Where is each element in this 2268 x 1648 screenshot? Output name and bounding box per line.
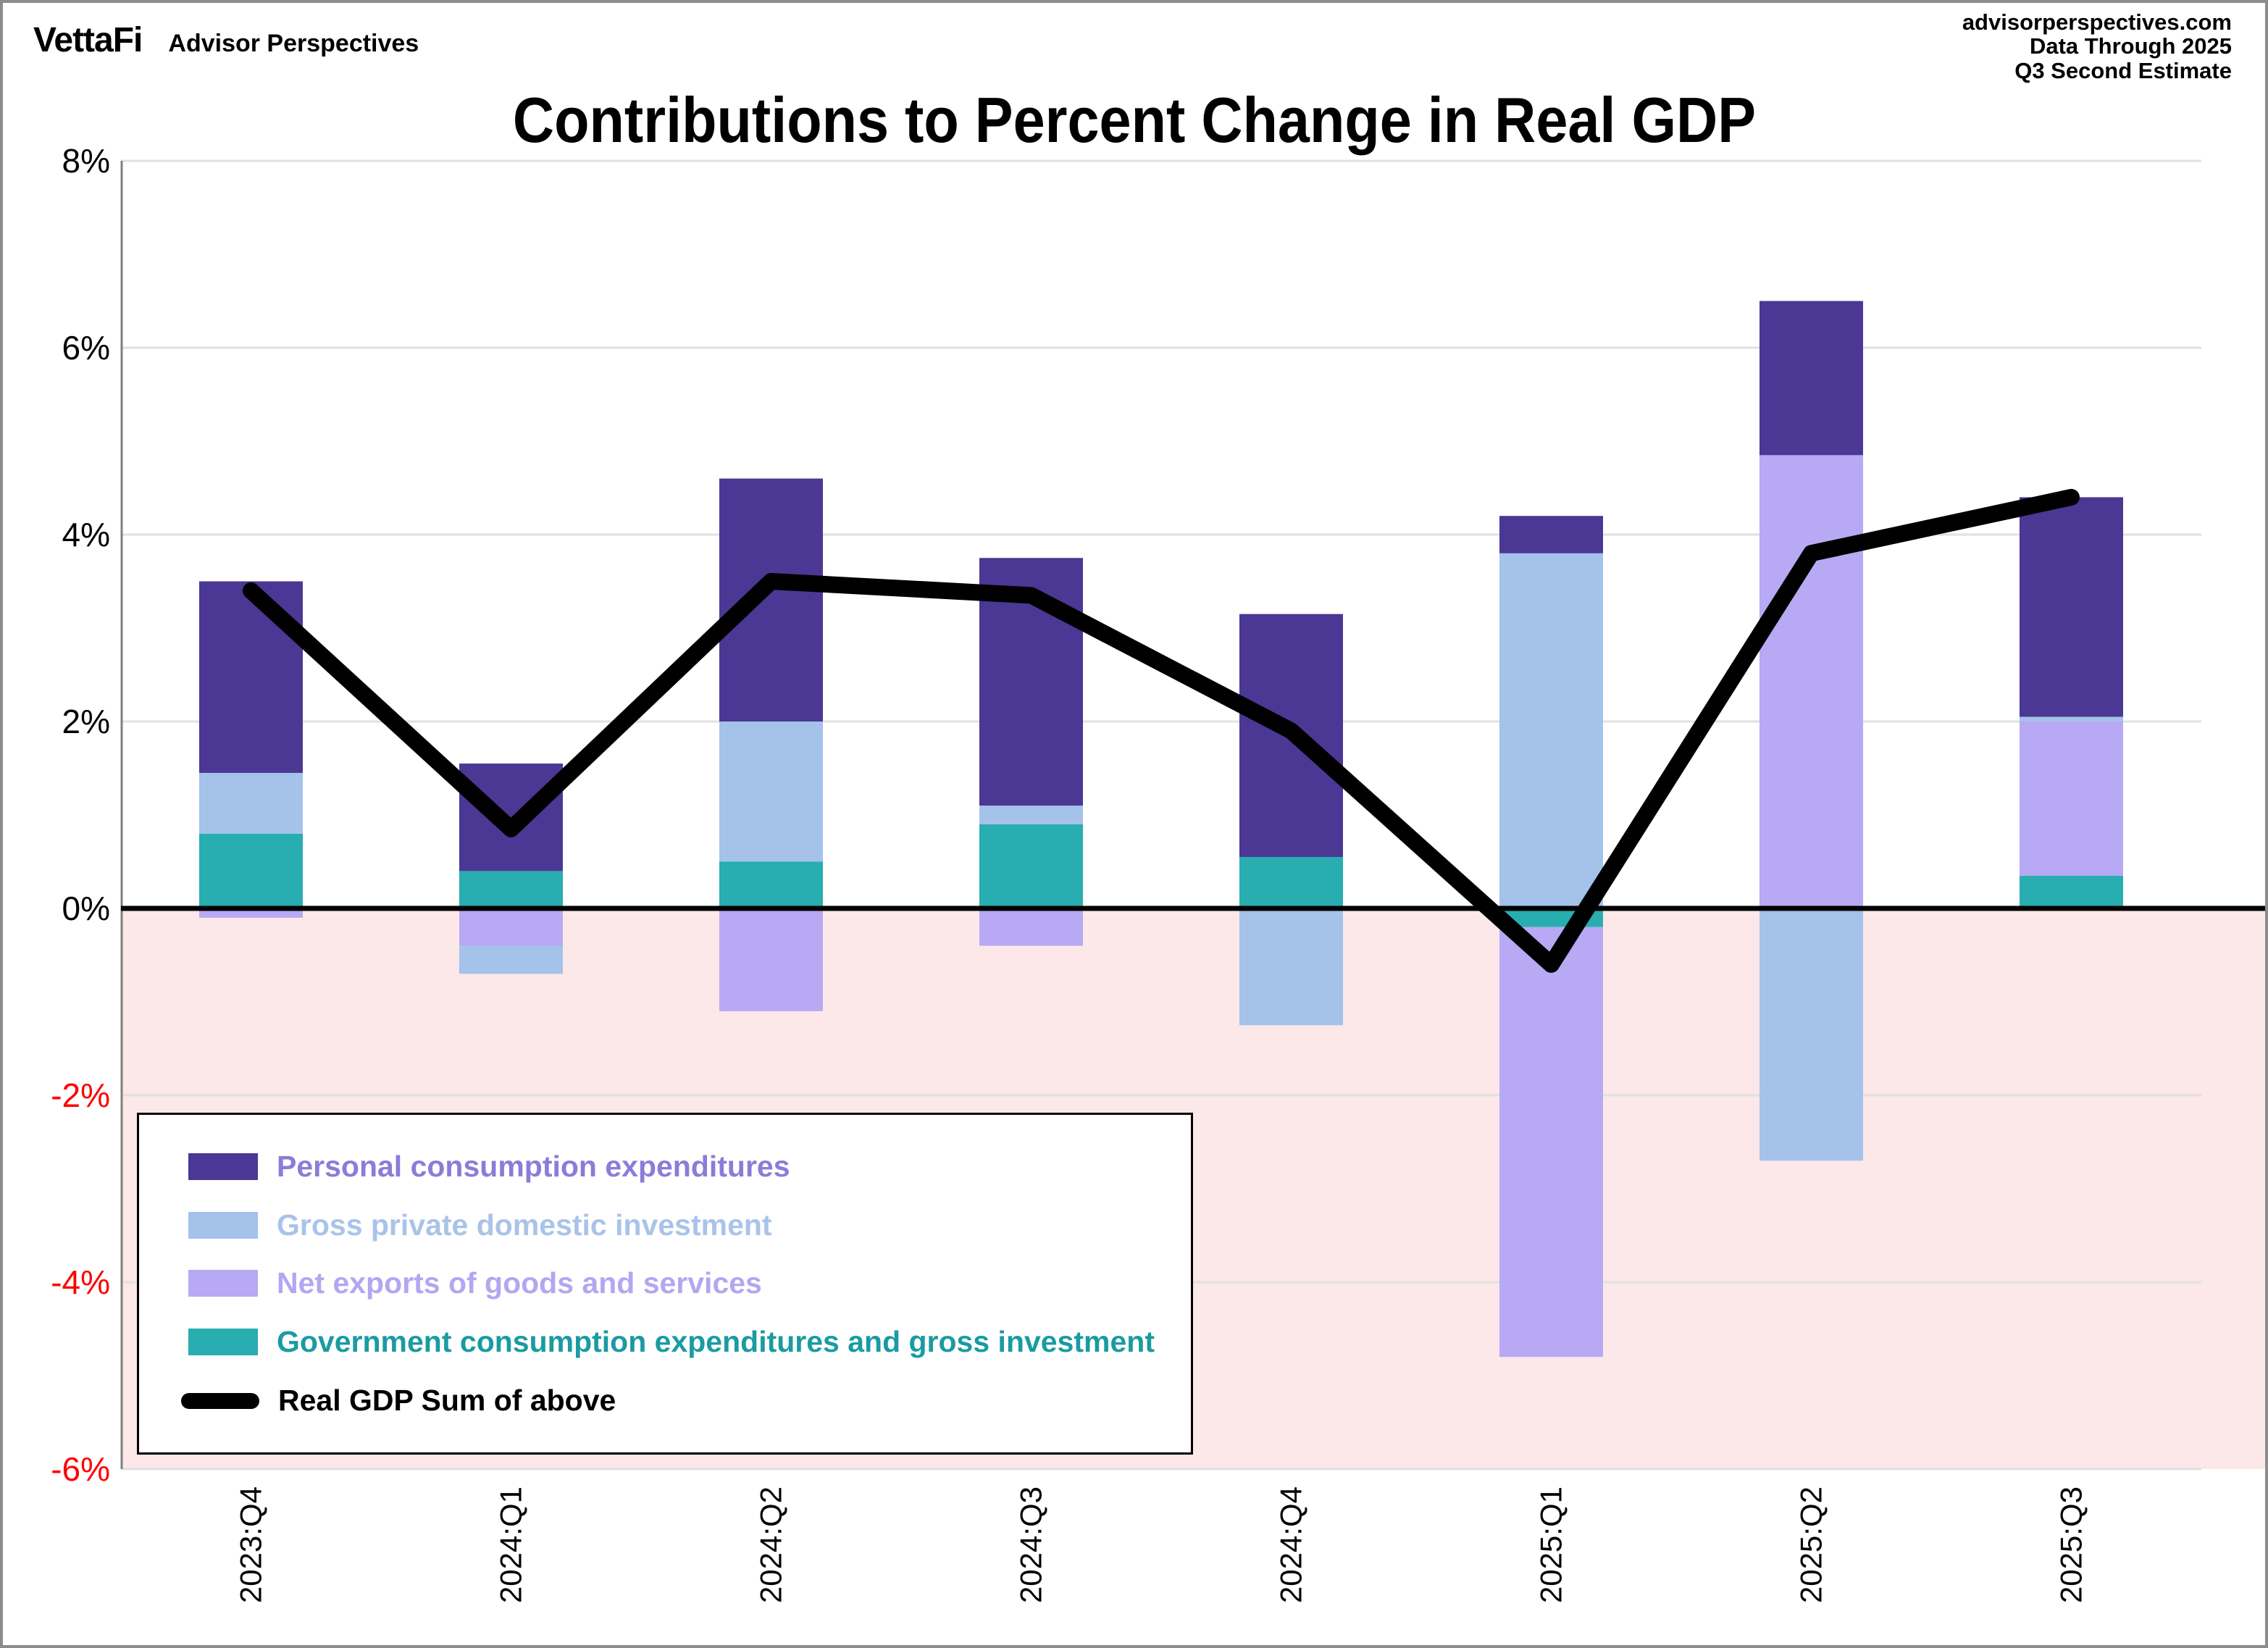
y-tick-label: 6%: [62, 329, 110, 367]
y-tick-label: 0%: [62, 890, 110, 927]
y-tick-label: -6%: [51, 1450, 110, 1488]
source-block: advisorperspectives.com Data Through 202…: [1962, 10, 2232, 83]
bar-segment-2024:Q1: [459, 871, 563, 908]
bar-segment-2025:Q2: [1759, 455, 1863, 908]
x-tick-label: 2025:Q3: [2054, 1486, 2088, 1603]
x-tick-label: 2023:Q4: [234, 1486, 268, 1603]
bar-segment-2024:Q1: [459, 764, 563, 871]
bar-segment-2023:Q4: [199, 833, 303, 908]
bar-segment-2024:Q2: [719, 861, 823, 908]
legend-label-gdp-line: Real GDP Sum of above: [278, 1384, 616, 1418]
y-tick-label: 4%: [62, 516, 110, 553]
chart-title: Contributions to Percent Change in Real …: [512, 83, 1756, 156]
header-left: VettaFi Advisor Perspectives: [33, 20, 419, 60]
bar-segment-2024:Q2: [719, 721, 823, 862]
bar-segment-2024:Q4: [1239, 857, 1343, 908]
bar-segment-2024:Q3: [979, 824, 1083, 908]
bar-segment-2025:Q3: [2020, 721, 2123, 876]
legend-label-net-exports: Net exports of goods and services: [277, 1266, 762, 1300]
government-swatch: [188, 1329, 258, 1356]
source-url: advisorperspectives.com: [1962, 9, 2232, 35]
legend-item-government: Government consumption expenditures and …: [188, 1325, 1176, 1359]
x-tick-label: 2024:Q3: [1014, 1486, 1048, 1603]
bar-segment-2025:Q1: [1499, 553, 1603, 908]
bar-segment-2024:Q4: [1239, 908, 1343, 1026]
gdp-line-swatch: [181, 1392, 259, 1409]
pce-swatch: [188, 1153, 258, 1180]
x-tick-label: 2024:Q2: [754, 1486, 788, 1603]
legend-label-investment: Gross private domestic investment: [277, 1208, 772, 1242]
source-estimate: Q3 Second Estimate: [2014, 57, 2232, 83]
bar-segment-2024:Q2: [719, 478, 823, 721]
bar-segment-2025:Q3: [2020, 716, 2123, 721]
legend-item-pce: Personal consumption expenditures: [188, 1150, 1176, 1184]
bar-segment-2023:Q4: [199, 581, 303, 773]
legend-label-pce: Personal consumption expenditures: [277, 1149, 790, 1183]
y-tick-label: 8%: [62, 142, 110, 180]
net-exports-swatch: [188, 1270, 258, 1297]
bar-segment-2024:Q3: [979, 908, 1083, 946]
bar-segment-2023:Q4: [199, 772, 303, 834]
vettafi-logo: VettaFi: [33, 21, 143, 59]
x-tick-label: 2025:Q2: [1794, 1486, 1828, 1603]
legend-item-net-exports: Net exports of goods and services: [188, 1266, 1176, 1300]
gdp-line: [243, 488, 2080, 973]
bar-segment-2025:Q1: [1499, 516, 1603, 553]
source-data-through: Data Through 2025: [2029, 33, 2232, 59]
bar-segment-2025:Q3: [2020, 875, 2123, 908]
x-tick-label: 2025:Q1: [1534, 1486, 1568, 1603]
y-tick-label: -2%: [51, 1076, 110, 1114]
logo-subtitle: Advisor Perspectives: [168, 30, 419, 57]
bar-segment-2024:Q3: [979, 806, 1083, 824]
legend-item-gdp-line: Real GDP Sum of above: [181, 1384, 1176, 1418]
bar-segment-2024:Q1: [459, 945, 563, 974]
y-tick-label: -4%: [51, 1263, 110, 1301]
legend-label-government: Government consumption expenditures and …: [277, 1325, 1155, 1359]
x-tick-label: 2024:Q1: [494, 1486, 528, 1603]
bar-segment-2025:Q3: [2020, 497, 2123, 717]
legend-item-investment: Gross private domestic investment: [188, 1208, 1176, 1242]
bar-segment-2024:Q1: [459, 908, 563, 946]
bar-segment-2024:Q2: [719, 908, 823, 1011]
bar-segment-2025:Q2: [1759, 301, 1863, 456]
bar-segment-2025:Q2: [1759, 908, 1863, 1161]
x-tick-label: 2024:Q4: [1274, 1486, 1308, 1603]
y-tick-label: 2%: [62, 703, 110, 740]
bar-segment-2025:Q1: [1499, 927, 1603, 1358]
legend: Personal consumption expenditures Gross …: [137, 1113, 1193, 1455]
investment-swatch: [188, 1211, 258, 1239]
